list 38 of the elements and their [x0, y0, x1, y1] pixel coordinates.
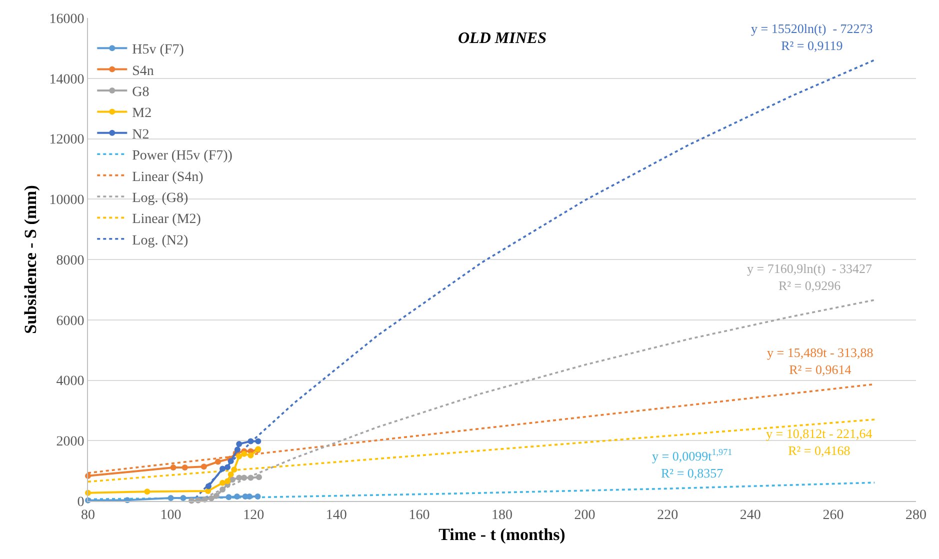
legend-label: N2 [132, 127, 150, 142]
y-tick-label: 4000 [56, 374, 84, 390]
y-tick-label: 8000 [56, 253, 84, 268]
annotation: y = 15520ln(t) - 72273 R² = 0,9119 [751, 21, 873, 53]
legend-label: Linear (M2) [132, 212, 202, 228]
x-tick-label: 240 [740, 508, 761, 523]
x-tick-label: 80 [81, 508, 95, 523]
x-tick-label: 200 [574, 508, 596, 523]
y-tick-label: 2000 [56, 434, 84, 450]
legend-label: H5v (F7) [132, 42, 184, 58]
legend-label: Linear (S4n) [132, 170, 204, 185]
legend-label: S4n [132, 64, 154, 79]
x-tick-label: 180 [492, 508, 512, 523]
y-axis-title: Subsidence - S (mm) [20, 185, 40, 334]
annotation: y = 15,489t - 313,88 R² = 0,9614 [767, 345, 874, 377]
y-tick-label: 16000 [49, 12, 84, 27]
x-tick-label: 100 [160, 508, 182, 523]
legend-label: Power (H5v (F7)) [132, 148, 233, 164]
annotation: y = 10,812t - 221,64 R² = 0,4168 [766, 426, 873, 458]
x-tick-label: 160 [408, 508, 430, 523]
legend-label: Log. (G8) [132, 190, 188, 206]
x-axis-title: Time - t (months) [438, 525, 566, 544]
y-tick-label: 0 [77, 494, 84, 510]
y-tick-label: 10000 [49, 193, 84, 208]
annotation: y = 7160,9ln(t) - 33427 R² = 0,9296 [747, 261, 873, 293]
y-tick-label: 6000 [56, 314, 84, 329]
x-tick-label: 120 [243, 508, 264, 523]
x-tick-label: 280 [906, 508, 926, 523]
x-tick-label: 220 [657, 508, 678, 523]
x-tick-label: 140 [326, 508, 347, 523]
legend-label: M2 [132, 106, 152, 122]
legend-label: Log. (N2) [132, 233, 188, 248]
y-tick-label: 14000 [49, 72, 84, 88]
y-tick-label: 12000 [49, 132, 84, 148]
annotation: y = 0,0099t$^{1,971}$ R² = 0,8357 [652, 447, 732, 480]
text: OLD MINES [458, 30, 547, 47]
x-tick-label: 260 [822, 508, 844, 523]
legend-label: G8 [132, 84, 150, 100]
